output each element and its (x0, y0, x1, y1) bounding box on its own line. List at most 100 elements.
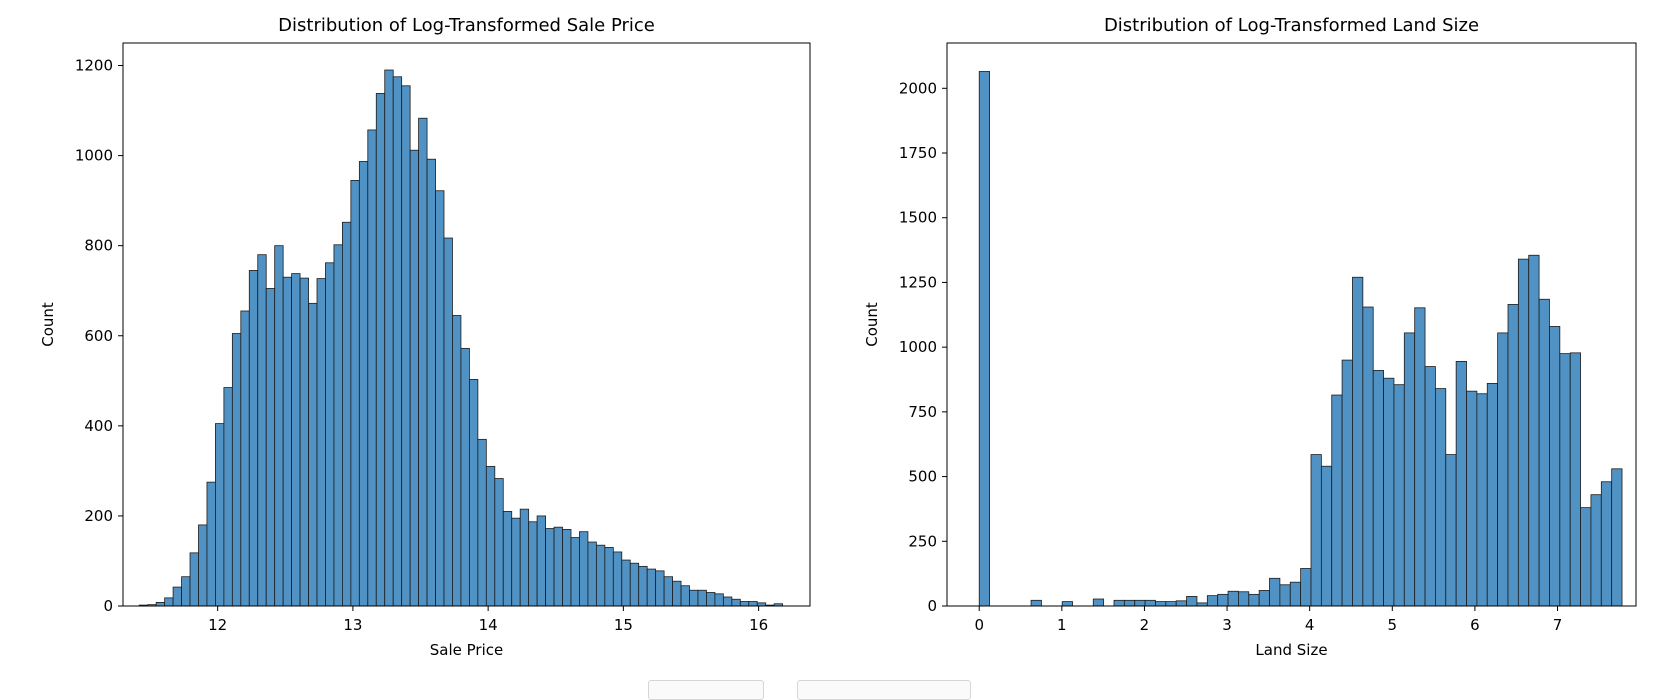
land-size-x-ticks: 0 1 2 3 4 5 6 7 (974, 606, 1562, 634)
land-size-x-tick-label: 7 (1553, 616, 1563, 634)
output-toggle-button[interactable] (648, 680, 764, 700)
land-size-y-tick-label: 500 (908, 468, 937, 486)
land-size-bar (1559, 353, 1571, 607)
sale-price-bar (714, 593, 724, 607)
sale-price-y-tick-label: 400 (84, 417, 113, 435)
land-size-bar (1445, 454, 1457, 607)
sale-price-x-tick-label: 14 (479, 616, 498, 634)
sale-price-bar (689, 589, 699, 607)
sale-price-bar (248, 270, 259, 607)
land-size-x-tick-label: 6 (1470, 616, 1480, 634)
sale-price-bar (265, 288, 276, 607)
land-size-bar (1435, 388, 1447, 607)
sale-price-bar (485, 465, 496, 607)
land-size-bar (1186, 596, 1198, 607)
land-size-bar (1611, 468, 1623, 607)
land-size-x-tick-label: 4 (1305, 616, 1315, 634)
land-size-y-tick-label: 0 (927, 597, 937, 615)
sale-price-bar (426, 158, 436, 607)
land-size-bar (1549, 326, 1561, 607)
sale-price-bar (528, 521, 538, 607)
land-size-x-axis-label: Land Size (1255, 641, 1327, 659)
land-size-bars (978, 71, 1623, 607)
sale-price-x-axis-label: Sale Price (430, 641, 503, 659)
sale-price-y-tick-label: 0 (103, 597, 113, 615)
land-size-bar (1310, 454, 1322, 607)
sale-price-bar (164, 597, 174, 607)
sale-price-bar (231, 333, 242, 607)
land-size-bar (1362, 306, 1374, 607)
land-size-x-tick-label: 1 (1057, 616, 1067, 634)
sale-price-y-tick-label: 600 (84, 327, 113, 345)
land-size-bar (1248, 593, 1260, 607)
sale-price-bar (595, 544, 606, 607)
land-size-bar (1497, 332, 1509, 607)
land-size-bar (1238, 591, 1250, 607)
land-size-bar (1300, 568, 1312, 607)
sale-price-bar (350, 179, 360, 607)
land-size-bar (1372, 370, 1384, 607)
land-size-bar (1403, 332, 1416, 607)
sale-price-bar (502, 511, 513, 607)
sale-price-bar (206, 481, 216, 607)
land-size-bar (1155, 601, 1167, 607)
land-size-y-ticks: 0 250 500 750 1000 1250 1500 1750 2000 (899, 79, 947, 615)
land-size-bar (1341, 359, 1353, 607)
sale-price-histogram: 12 13 14 15 16 0 200 400 600 800 1000 1200 Distrib… (39, 15, 811, 659)
sale-price-bar (570, 537, 580, 607)
land-size-bar (1590, 494, 1602, 607)
sale-price-bar (706, 592, 716, 607)
land-size-bar (1320, 465, 1333, 607)
land-size-bar (1393, 384, 1405, 607)
land-size-bar (1600, 481, 1613, 607)
land-size-bar (1424, 366, 1436, 607)
land-size-bar (1144, 599, 1156, 607)
sale-price-bar (401, 85, 411, 607)
sale-price-bar (604, 547, 614, 607)
land-size-bar (1123, 599, 1136, 607)
land-size-y-tick-label: 1000 (899, 338, 937, 356)
sale-price-bar (299, 277, 309, 607)
land-size-bar (1507, 304, 1519, 607)
land-size-bar (1383, 377, 1395, 607)
sale-price-bar (621, 559, 631, 607)
sale-price-x-tick-label: 16 (749, 616, 768, 634)
sale-price-bar (384, 69, 394, 607)
sale-price-bar (418, 117, 428, 607)
sale-price-bar (587, 541, 597, 607)
sale-price-bar (189, 552, 199, 607)
sale-price-bar (748, 601, 758, 607)
sale-price-bar (435, 190, 445, 607)
sale-price-bar (680, 585, 690, 607)
sale-price-bar (443, 237, 453, 607)
sale-price-y-ticks: 0 200 400 600 800 1000 1200 (75, 57, 123, 615)
land-size-bar (1352, 276, 1364, 607)
sale-price-bar (358, 161, 369, 607)
land-size-x-tick-label: 0 (974, 616, 984, 634)
land-size-y-tick-label: 750 (908, 403, 937, 421)
sale-price-bar (722, 596, 733, 607)
land-size-x-tick-label: 2 (1140, 616, 1150, 634)
sale-price-bar (316, 278, 326, 607)
sale-price-bar (392, 76, 403, 607)
land-size-y-tick-label: 1250 (899, 273, 937, 291)
sale-price-x-tick-label: 13 (343, 616, 362, 634)
sale-price-bar (172, 586, 182, 607)
land-size-bar (1030, 599, 1042, 607)
output-menu-button[interactable] (797, 680, 971, 700)
land-size-y-tick-label: 250 (908, 532, 937, 550)
land-size-chart-title: Distribution of Log-Transformed Land Siz… (1104, 15, 1479, 36)
sale-price-bar (672, 580, 682, 607)
sale-price-bar (181, 576, 191, 607)
land-size-bar (1569, 352, 1581, 607)
sale-price-bar (655, 570, 665, 607)
land-size-bar (978, 71, 990, 607)
sale-price-bar (325, 262, 335, 607)
sale-price-bar (477, 438, 487, 607)
land-size-y-axis-label: Count (863, 302, 881, 347)
sale-price-y-axis-label: Count (39, 302, 57, 347)
sale-price-y-tick-label: 1200 (75, 57, 113, 75)
land-size-bar (1528, 254, 1540, 607)
land-size-bar (1217, 593, 1229, 607)
